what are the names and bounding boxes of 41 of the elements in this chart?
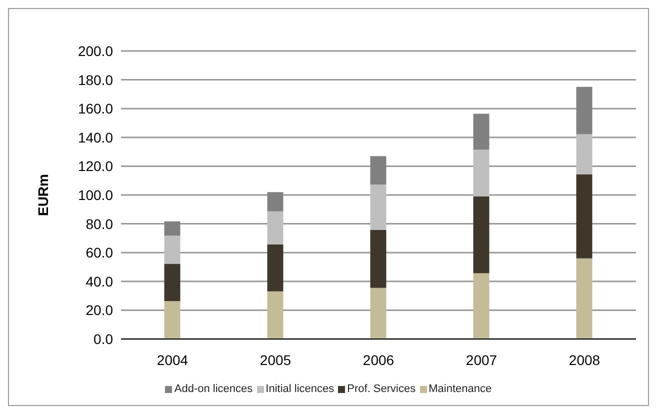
x-tick-label: 2008	[568, 352, 600, 368]
bar	[576, 134, 592, 174]
bar	[473, 273, 490, 339]
x-tick-label: 2004	[156, 352, 188, 368]
y-tick-label: 60.0	[86, 244, 114, 261]
y-tick-label: 160.0	[78, 100, 114, 117]
legend-label: Prof. Services	[346, 383, 416, 395]
bar	[473, 196, 490, 274]
bar	[267, 211, 284, 244]
x-tick-label: 2007	[466, 352, 498, 368]
y-axis-title: EURm	[34, 174, 51, 216]
bar	[473, 114, 490, 150]
bar	[576, 174, 592, 258]
bar	[164, 236, 180, 264]
bar	[576, 86, 592, 134]
y-tick-label: 200.0	[78, 42, 114, 59]
legend-label: Add-on licences	[173, 383, 253, 395]
bar	[370, 288, 386, 339]
bar	[370, 156, 386, 184]
bar	[267, 192, 284, 212]
x-tick-label: 2006	[362, 352, 394, 368]
legend-label: Maintenance	[428, 383, 492, 395]
bar	[370, 184, 386, 230]
legend-label: Initial licences	[264, 383, 334, 395]
bar	[164, 264, 180, 302]
bar	[370, 230, 386, 288]
bar	[576, 258, 592, 339]
y-tick-label: 120.0	[78, 158, 114, 174]
x-tick-label: 2005	[260, 352, 292, 368]
bar	[164, 221, 180, 236]
y-tick-label: 140.0	[78, 129, 114, 146]
y-tick-label: 0.0	[94, 330, 114, 347]
y-tick-label: 40.0	[86, 273, 114, 290]
y-tick-label: 20.0	[86, 302, 114, 318]
bar	[267, 244, 284, 292]
y-tick-label: 100.0	[78, 186, 114, 203]
bar	[164, 301, 180, 339]
bar	[473, 150, 490, 196]
y-tick-label: 80.0	[86, 216, 114, 232]
bar	[267, 291, 284, 339]
y-tick-label: 180.0	[78, 72, 114, 88]
